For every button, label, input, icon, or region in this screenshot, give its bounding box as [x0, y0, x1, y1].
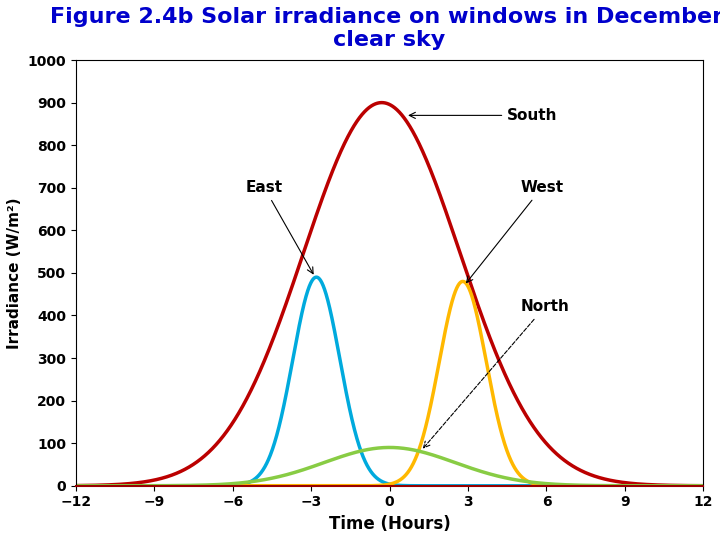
- X-axis label: Time (Hours): Time (Hours): [329, 515, 451, 533]
- Text: South: South: [409, 108, 558, 123]
- Text: North: North: [423, 300, 570, 448]
- Y-axis label: Irradiance (W/m²): Irradiance (W/m²): [7, 197, 22, 349]
- Text: West: West: [467, 180, 564, 282]
- Text: East: East: [246, 180, 313, 274]
- Title: Figure 2.4b Solar irradiance on windows in December,
clear sky: Figure 2.4b Solar irradiance on windows …: [50, 7, 720, 50]
